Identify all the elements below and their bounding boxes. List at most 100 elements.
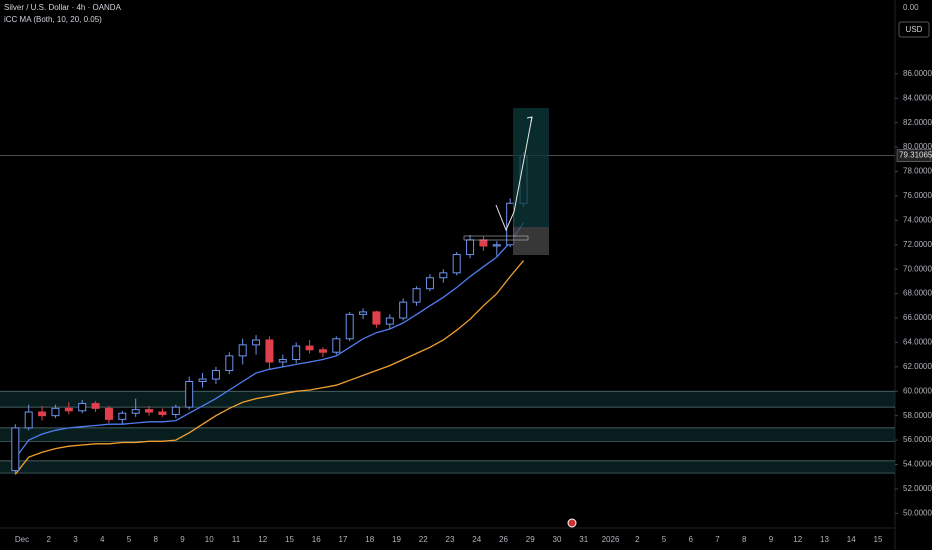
- moving-average: [14, 260, 525, 475]
- x-tick-label: 5: [127, 535, 132, 544]
- x-tick-label: 12: [793, 535, 802, 544]
- currency-button[interactable]: [898, 21, 930, 38]
- x-tick-label: 19: [392, 535, 401, 544]
- candle-body: [492, 244, 501, 247]
- candle-body: [318, 349, 327, 353]
- x-tick-label: 24: [472, 535, 481, 544]
- x-tick-label: 16: [312, 535, 321, 544]
- candle-body: [131, 409, 140, 414]
- candle-body: [11, 427, 20, 472]
- y-tick-label: 56.00000: [903, 435, 932, 444]
- candle-body: [225, 355, 234, 372]
- x-tick-label: 7: [715, 535, 720, 544]
- y-tick-label: 52.00000: [903, 484, 932, 493]
- candle-body: [412, 288, 421, 303]
- candle-body: [385, 317, 394, 325]
- y-tick-label: 64.00000: [903, 338, 932, 347]
- moving-average: [14, 222, 525, 459]
- x-tick-label: 6: [689, 535, 694, 544]
- x-tick-label: 31: [579, 535, 588, 544]
- x-tick-label: 2: [635, 535, 640, 544]
- range-marker: [463, 235, 529, 241]
- candle-body: [399, 301, 408, 319]
- y-tick-label: 74.00000: [903, 215, 932, 224]
- zone: [0, 460, 895, 474]
- arrow-head: [526, 116, 533, 123]
- last-price-tag: [896, 149, 932, 162]
- candle-body: [252, 339, 261, 346]
- candle-body: [91, 402, 100, 409]
- x-tick-label: 18: [365, 535, 374, 544]
- x-tick-label: 11: [232, 535, 241, 544]
- y-tick-label: 50.00000: [903, 508, 932, 517]
- y-tick-label: 80.00000: [903, 142, 932, 151]
- x-tick-label: 15: [285, 535, 294, 544]
- candle-body: [118, 412, 127, 420]
- candle-body: [425, 277, 434, 290]
- y-tick-label: 62.00000: [903, 362, 932, 371]
- x-tick-label: 9: [769, 535, 774, 544]
- candle-body: [506, 202, 515, 246]
- x-tick-label: 17: [339, 535, 348, 544]
- candle-body: [185, 381, 194, 408]
- x-tick-label: 2026: [602, 535, 620, 544]
- candle-body: [452, 254, 461, 274]
- x-tick-label: 14: [847, 535, 856, 544]
- y-tick-label: 78.00000: [903, 167, 932, 176]
- last-price-label: 79.31065: [899, 151, 932, 160]
- x-tick-label: 13: [820, 535, 829, 544]
- stop-box: [513, 227, 549, 255]
- x-tick-label: 4: [100, 535, 105, 544]
- candle-body: [64, 407, 73, 412]
- x-tick-label: 5: [662, 535, 667, 544]
- target-box: [513, 108, 549, 227]
- y-tick-label: 66.00000: [903, 313, 932, 322]
- top-label: 0.00: [903, 3, 919, 12]
- x-tick-label: 8: [742, 535, 747, 544]
- x-tick-label: 15: [874, 535, 883, 544]
- candle-body: [198, 378, 207, 383]
- candle-body: [38, 411, 47, 417]
- x-tick-label: 22: [419, 535, 428, 544]
- candle-body: [292, 345, 301, 361]
- candle-body: [359, 311, 368, 315]
- candle-body: [278, 359, 287, 363]
- candle-body: [171, 406, 180, 415]
- y-tick-label: 60.00000: [903, 386, 932, 395]
- candle-body: [466, 239, 475, 256]
- y-tick-label: 82.00000: [903, 118, 932, 127]
- chart-title: Silver / U.S. Dollar · 4h · OANDA: [4, 3, 122, 12]
- candle-body: [439, 272, 448, 279]
- candle-body: [145, 409, 154, 413]
- y-tick-label: 84.00000: [903, 93, 932, 102]
- candle-body: [345, 313, 354, 340]
- x-tick-label: 8: [154, 535, 159, 544]
- y-tick-label: 86.00000: [903, 69, 932, 78]
- y-tick-label: 58.00000: [903, 411, 932, 420]
- x-tick-label: 23: [446, 535, 455, 544]
- x-tick-label: 3: [73, 535, 78, 544]
- x-tick-label: 30: [553, 535, 562, 544]
- x-tick-label: 9: [180, 535, 185, 544]
- event-icon[interactable]: [567, 518, 577, 528]
- candle-body: [158, 411, 167, 415]
- candle-body: [51, 407, 60, 417]
- zone: [0, 391, 895, 408]
- y-tick-label: 70.00000: [903, 264, 932, 273]
- x-tick-label: 10: [205, 535, 214, 544]
- candle-body: [104, 407, 113, 420]
- y-tick-label: 72.00000: [903, 240, 932, 249]
- candle-body: [238, 344, 247, 357]
- zone: [0, 427, 895, 442]
- projection-arrow: [495, 116, 533, 232]
- x-tick-label: 26: [499, 535, 508, 544]
- x-tick-label: 29: [526, 535, 535, 544]
- currency-label[interactable]: USD: [906, 25, 923, 34]
- plot: [0, 151, 895, 475]
- indicator-label: iCC MA (Both, 10, 20, 0.05): [4, 15, 102, 24]
- candle-body: [265, 339, 274, 363]
- candle-body: [78, 402, 87, 412]
- candle-body: [24, 411, 33, 429]
